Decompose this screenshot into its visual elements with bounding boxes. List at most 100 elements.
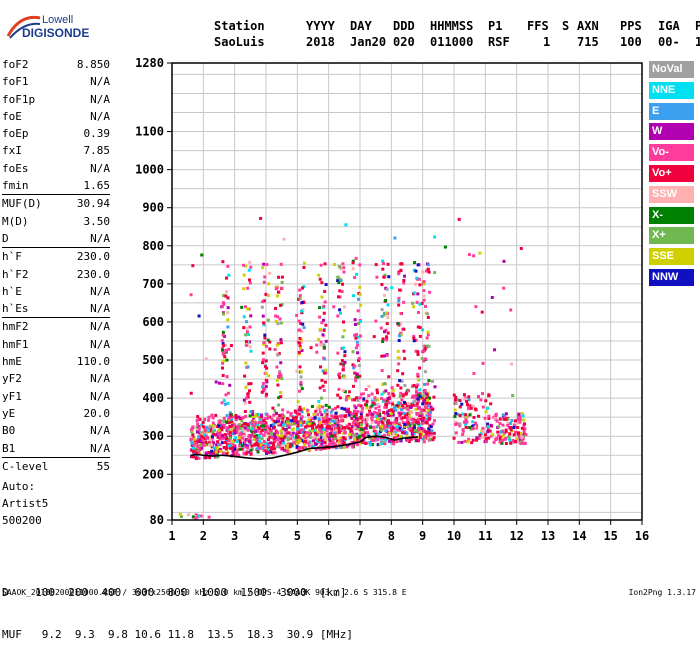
echo-point — [397, 362, 401, 366]
parameter-row: fxI 7.85 — [2, 142, 110, 159]
logo-text-digisonde: DIGISONDE — [22, 26, 90, 40]
echo-point — [227, 444, 231, 448]
echo-point — [226, 264, 230, 268]
echo-point — [317, 417, 321, 421]
echo-point — [490, 295, 494, 299]
echo-point — [196, 422, 200, 426]
echo-point — [264, 421, 268, 425]
echo-point — [354, 376, 358, 380]
echo-point — [201, 438, 205, 442]
echo-point — [382, 411, 386, 415]
echo-point — [413, 261, 417, 265]
parameter-value: 20.0 — [83, 406, 111, 420]
echo-point — [398, 379, 402, 383]
echo-point — [259, 443, 263, 447]
echo-point — [289, 412, 293, 416]
echo-point — [394, 430, 398, 434]
echo-point — [333, 406, 337, 410]
echo-point — [319, 263, 323, 267]
echo-point — [420, 408, 424, 412]
echo-point — [265, 378, 269, 382]
echo-point — [343, 415, 347, 419]
echo-point — [262, 280, 266, 284]
echo-point — [279, 439, 283, 443]
echo-point — [405, 419, 409, 423]
parameter-name: foEp — [2, 127, 29, 141]
echo-point — [357, 356, 361, 360]
echo-point — [295, 445, 299, 449]
echo-point — [333, 437, 337, 441]
echo-point — [397, 299, 401, 303]
echo-point — [478, 251, 482, 255]
echo-point — [365, 397, 369, 401]
logo-swoosh-icon — [6, 15, 41, 39]
echo-point — [238, 417, 242, 421]
echo-point — [466, 407, 470, 411]
echo-point — [263, 336, 267, 340]
echo-point — [198, 431, 202, 435]
echo-point — [220, 339, 224, 343]
echo-point — [415, 412, 419, 416]
echo-point — [216, 446, 220, 450]
echo-point — [300, 387, 304, 391]
echo-point — [216, 449, 220, 453]
echo-point — [424, 392, 428, 396]
echo-point — [318, 327, 322, 331]
echo-point — [471, 427, 475, 431]
echo-point — [353, 364, 357, 368]
parameter-value: N/A — [90, 92, 110, 106]
parameter-name: h`E — [2, 284, 22, 298]
echo-point — [384, 429, 388, 433]
echo-point — [316, 430, 320, 434]
echo-point — [418, 302, 422, 306]
parameter-name: foF1p — [2, 92, 36, 106]
echo-point — [354, 413, 358, 417]
echo-point — [240, 447, 244, 451]
echo-point — [249, 382, 253, 386]
echo-point — [338, 414, 342, 418]
echo-point — [198, 417, 202, 421]
echo-point — [454, 412, 458, 416]
echo-point — [484, 410, 488, 414]
echo-point — [383, 438, 387, 442]
echo-point — [300, 439, 304, 443]
parameter-value: N/A — [90, 75, 110, 89]
echo-point — [317, 399, 321, 403]
echo-point — [394, 433, 398, 437]
echo-point — [421, 419, 425, 423]
echo-point — [474, 305, 478, 309]
echo-point — [302, 326, 306, 330]
echo-point — [319, 340, 323, 344]
x-tick-label: 14 — [572, 529, 586, 543]
echo-point — [362, 429, 366, 433]
echo-point — [363, 441, 367, 445]
echo-point — [333, 421, 337, 425]
echo-point — [368, 409, 372, 413]
echo-point — [412, 334, 416, 338]
echo-point — [422, 399, 426, 403]
echo-point — [418, 334, 422, 338]
echo-point — [198, 439, 202, 443]
echo-point — [233, 436, 237, 440]
echo-point — [213, 455, 217, 459]
echo-point — [378, 412, 382, 416]
echo-point — [245, 396, 249, 400]
echo-point — [398, 288, 402, 292]
x-tick-label: 11 — [478, 529, 492, 543]
echo-point — [240, 444, 244, 448]
echo-point — [315, 343, 319, 347]
echo-point — [327, 437, 331, 441]
echo-point — [260, 428, 264, 432]
echo-point — [464, 413, 468, 417]
echo-point — [405, 433, 409, 437]
echo-point — [315, 433, 319, 437]
parameter-row: yF2 N/A — [2, 370, 110, 387]
echo-point — [414, 385, 418, 389]
echo-point — [418, 326, 422, 330]
echo-point — [370, 436, 374, 440]
echo-point — [345, 410, 349, 414]
echo-point — [367, 436, 371, 440]
echo-point — [218, 443, 222, 447]
echo-point — [524, 433, 528, 437]
echo-point — [198, 438, 202, 442]
